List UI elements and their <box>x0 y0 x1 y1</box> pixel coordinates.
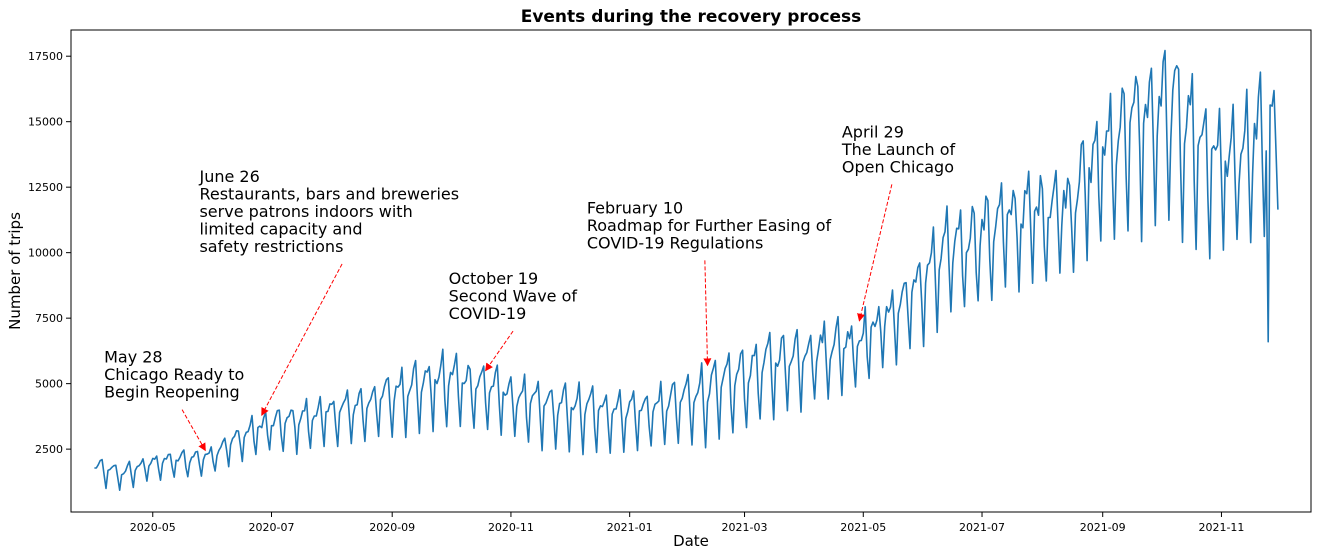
x-tick-label: 2020-09 <box>369 521 415 534</box>
y-tick-label: 17500 <box>28 50 63 63</box>
x-tick-label: 2021-11 <box>1198 521 1244 534</box>
chart-title: Events during the recovery process <box>521 7 862 27</box>
y-axis: 2500 5000 7500 10000 12500 15000 17500 <box>28 50 71 456</box>
y-tick-label: 12500 <box>28 181 63 194</box>
x-axis-title: Date <box>673 532 709 550</box>
x-tick-label: 2020-07 <box>249 521 295 534</box>
annotation-text-line: Restaurants, bars and breweries <box>199 184 459 203</box>
x-tick-label: 2020-05 <box>130 521 176 534</box>
x-tick-label: 2021-09 <box>1080 521 1126 534</box>
annotation-text-line: Second Wave of <box>449 287 578 306</box>
annotation-text-line: COVID-19 Regulations <box>587 233 763 252</box>
annotation-text-line: Begin Reopening <box>104 383 240 402</box>
x-tick-label: 2021-07 <box>959 521 1005 534</box>
y-tick-label: 7500 <box>35 312 63 325</box>
y-axis-title: Number of trips <box>6 212 24 330</box>
y-tick-label: 2500 <box>35 443 63 456</box>
annotation-arrow <box>261 263 343 416</box>
annotation-arrow <box>485 330 514 372</box>
annotation-text-line: COVID-19 <box>449 304 527 323</box>
x-tick-label: 2021-03 <box>722 521 768 534</box>
x-axis: 2020-05 2020-07 2020-09 2020-11 2021-01 2021-… <box>130 512 1244 534</box>
annotation-text-line: February 10 <box>587 198 683 217</box>
y-tick-label: 10000 <box>28 247 63 260</box>
x-tick-label: 2020-11 <box>488 521 534 534</box>
annotation-text-line: The Launch of <box>841 140 956 159</box>
annotation-text-line: October 19 <box>449 269 538 288</box>
plot-area <box>70 29 1312 513</box>
annotation-text-line: safety restrictions <box>199 237 343 256</box>
annotation-text-line: Open Chicago <box>842 157 954 176</box>
x-tick-label: 2021-05 <box>840 521 886 534</box>
annotation-text-line: serve patrons indoors with <box>199 202 412 221</box>
annotation-text-line: April 29 <box>842 122 904 141</box>
annotation-text-line: limited capacity and <box>199 219 362 238</box>
y-tick-label: 5000 <box>35 378 63 391</box>
annotation-text-line: Roadmap for Further Easing of <box>587 216 832 235</box>
annotation-arrow <box>857 184 893 322</box>
annotation-text-line: June 26 <box>198 167 259 186</box>
y-tick-label: 15000 <box>28 116 63 129</box>
series-line <box>94 49 1279 491</box>
annotation-arrow <box>181 409 206 452</box>
x-tick-label: 2021-01 <box>607 521 653 534</box>
annotation-text-line: Chicago Ready to <box>104 365 244 384</box>
annotation-arrow <box>703 260 712 367</box>
annotation-text-line: May 28 <box>104 348 163 367</box>
